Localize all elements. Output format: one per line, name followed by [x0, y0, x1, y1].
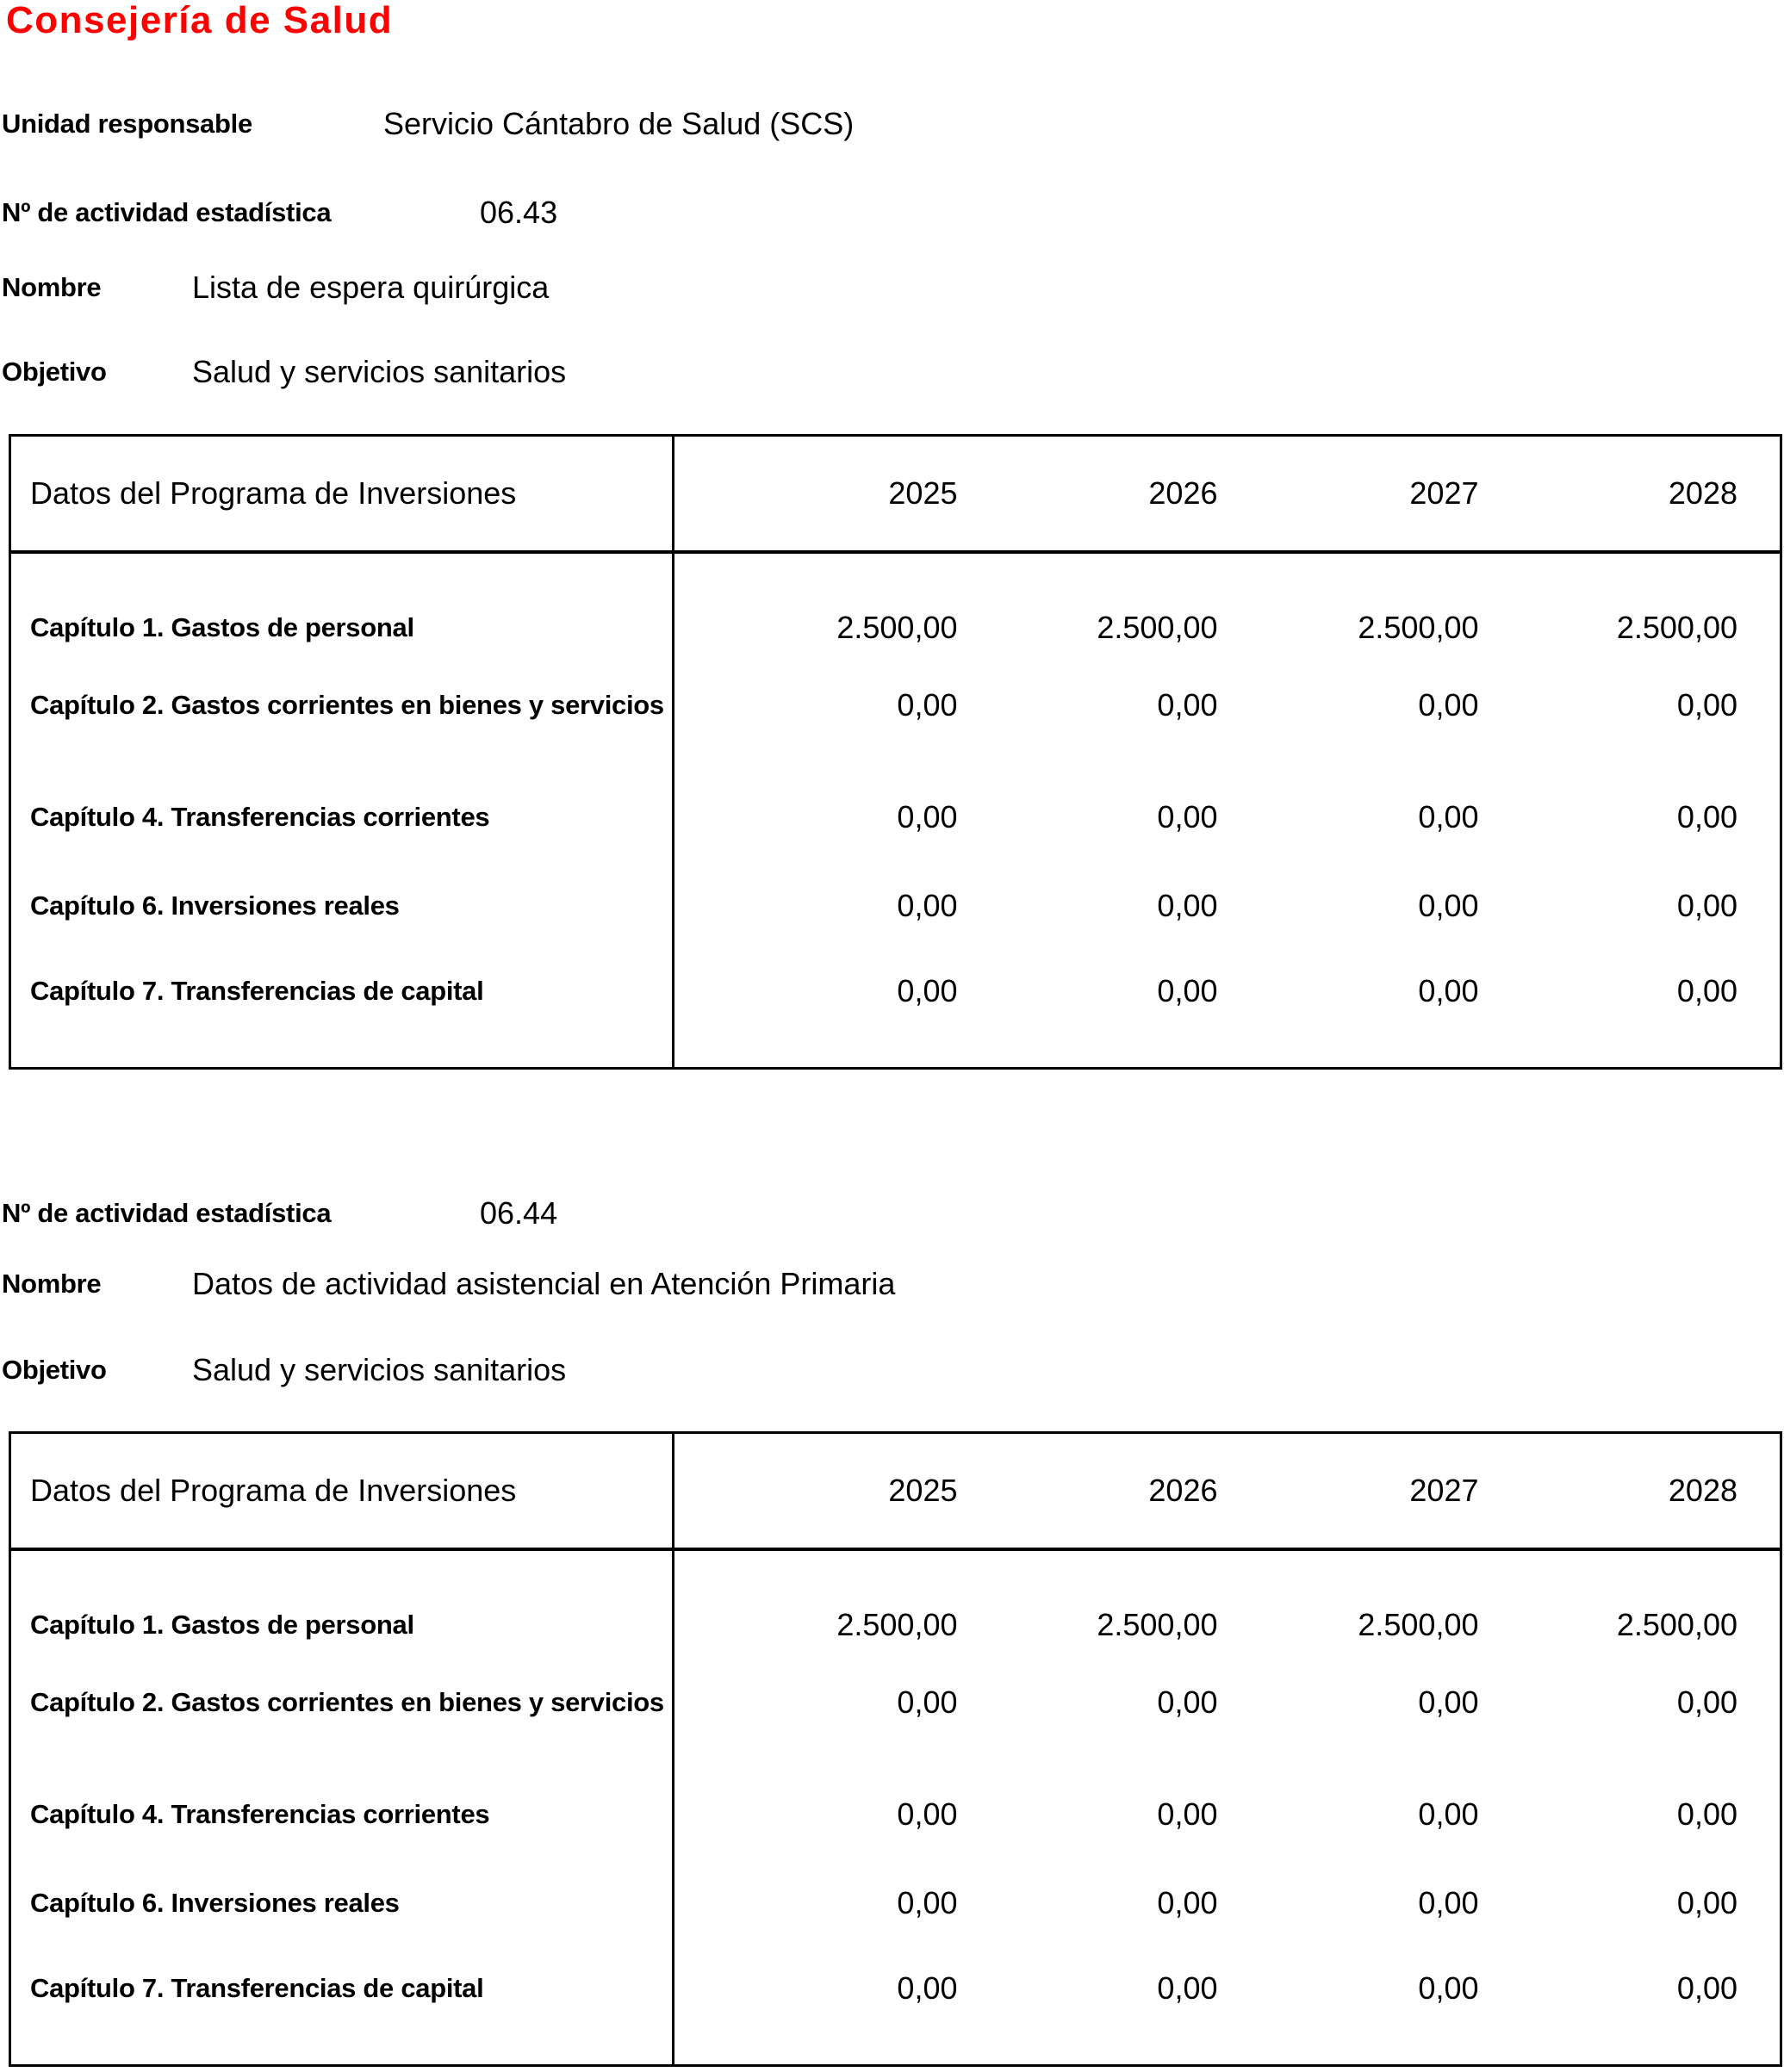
activity-objective-value: Salud y servicios sanitarios [192, 1352, 567, 1387]
page-title: Consejería de Salud [6, 0, 394, 41]
table-header-row: Datos del Programa de Inversiones 2025 2… [9, 1432, 1781, 1551]
row-value: 2.500,00 [1616, 609, 1737, 645]
row-value: 0,00 [1157, 1796, 1218, 1832]
year-column-header: 2026 [999, 1432, 1260, 1551]
row-label: Capítulo 2. Gastos corrientes en bienes … [9, 1663, 674, 1776]
activity-objective-row: Objetivo Salud y servicios sanitarios [0, 355, 1784, 389]
row-value: 2.500,00 [836, 609, 958, 645]
table-header-title: Datos del Programa de Inversiones [9, 435, 674, 554]
row-value: 0,00 [897, 686, 958, 723]
row-value: 0,00 [1418, 798, 1479, 834]
activity-number-row: Nº de actividad estadística 06.43 [0, 195, 1784, 230]
investment-program-table: Datos del Programa de Inversiones 2025 2… [9, 434, 1782, 1070]
year-column-header: 2026 [999, 435, 1260, 554]
activity-number-value: 06.43 [480, 195, 558, 230]
row-label: Capítulo 2. Gastos corrientes en bienes … [9, 666, 674, 779]
row-value: 2.500,00 [1097, 609, 1218, 645]
table-row: Capítulo 1. Gastos de personal 2.500,00 … [9, 551, 1781, 667]
row-value: 2.500,00 [1616, 1606, 1737, 1642]
row-value: 0,00 [1676, 798, 1737, 834]
row-value: 0,00 [1157, 1684, 1218, 1720]
table-row: Capítulo 7. Transferencias de capital 0,… [9, 1947, 1781, 2066]
activity-name-value: Datos de actividad asistencial en Atenci… [192, 1266, 896, 1301]
row-value: 0,00 [1157, 798, 1218, 834]
table-row: Capítulo 1. Gastos de personal 2.500,00 … [9, 1548, 1781, 1664]
year-column-header: 2025 [673, 1432, 1000, 1551]
table-row: Capítulo 6. Inversiones reales 0,00 0,00… [9, 864, 1781, 951]
row-value: 0,00 [1676, 1970, 1737, 2006]
row-value: 0,00 [1676, 887, 1737, 923]
row-value: 2.500,00 [836, 1606, 958, 1642]
row-value: 0,00 [1418, 1884, 1479, 1920]
activity-number-label: Nº de actividad estadística [2, 197, 332, 227]
row-value: 0,00 [1676, 1796, 1737, 1832]
row-value: 0,00 [1157, 972, 1218, 1008]
responsible-unit-label: Unidad responsable [2, 109, 252, 139]
activity-name-label: Nombre [2, 1269, 102, 1299]
row-value: 2.500,00 [1358, 1606, 1479, 1642]
row-value: 0,00 [1418, 1684, 1479, 1720]
row-label: Capítulo 7. Transferencias de capital [9, 950, 674, 1069]
row-label: Capítulo 6. Inversiones reales [9, 864, 674, 951]
row-value: 0,00 [1418, 887, 1479, 923]
row-value: 0,00 [897, 887, 958, 923]
row-value: 0,00 [897, 1884, 958, 1920]
row-value: 0,00 [1157, 686, 1218, 723]
table-row: Capítulo 2. Gastos corrientes en bienes … [9, 1663, 1781, 1776]
row-label: Capítulo 4. Transferencias corrientes [9, 778, 674, 865]
row-value: 0,00 [1157, 1970, 1218, 2006]
responsible-unit-value: Servicio Cántabro de Salud (SCS) [383, 106, 855, 141]
table-row: Capítulo 7. Transferencias de capital 0,… [9, 950, 1781, 1069]
activity-objective-value: Salud y servicios sanitarios [192, 354, 567, 389]
row-value: 0,00 [1676, 972, 1737, 1008]
row-value: 0,00 [897, 1684, 958, 1720]
table-row: Capítulo 2. Gastos corrientes en bienes … [9, 666, 1781, 779]
activity-name-row: Nombre Lista de espera quirúrgica [0, 270, 1784, 305]
row-value: 2.500,00 [1358, 609, 1479, 645]
year-column-header: 2028 [1520, 1432, 1781, 1551]
activity-name-value: Lista de espera quirúrgica [192, 270, 550, 305]
row-value: 0,00 [1418, 972, 1479, 1008]
row-value: 0,00 [1418, 1970, 1479, 2006]
table-header-title: Datos del Programa de Inversiones [9, 1432, 674, 1551]
activity-name-row: Nombre Datos de actividad asistencial en… [0, 1267, 1784, 1301]
row-label: Capítulo 1. Gastos de personal [9, 1548, 674, 1664]
year-column-header: 2028 [1520, 435, 1781, 554]
row-value: 0,00 [1676, 686, 1737, 723]
row-value: 0,00 [1157, 887, 1218, 923]
row-value: 2.500,00 [1097, 1606, 1218, 1642]
row-value: 0,00 [1418, 1796, 1479, 1832]
row-value: 0,00 [897, 798, 958, 834]
row-value: 0,00 [897, 972, 958, 1008]
activity-number-label: Nº de actividad estadística [2, 1198, 332, 1228]
activity-number-value: 06.44 [480, 1195, 558, 1231]
row-value: 0,00 [897, 1970, 958, 2006]
table-row: Capítulo 6. Inversiones reales 0,00 0,00… [9, 1861, 1781, 1948]
row-value: 0,00 [1157, 1884, 1218, 1920]
row-label: Capítulo 6. Inversiones reales [9, 1861, 674, 1948]
table-header-row: Datos del Programa de Inversiones 2025 2… [9, 435, 1781, 554]
row-value: 0,00 [1676, 1684, 1737, 1720]
activity-objective-label: Objetivo [2, 1355, 107, 1385]
activity-objective-label: Objetivo [2, 357, 107, 387]
activity-name-label: Nombre [2, 272, 102, 302]
table-row: Capítulo 4. Transferencias corrientes 0,… [9, 778, 1781, 865]
row-value: 0,00 [1418, 686, 1479, 723]
year-column-header: 2027 [1259, 1432, 1521, 1551]
year-column-header: 2025 [673, 435, 1000, 554]
row-value: 0,00 [897, 1796, 958, 1832]
table-row: Capítulo 4. Transferencias corrientes 0,… [9, 1775, 1781, 1862]
activity-objective-row: Objetivo Salud y servicios sanitarios [0, 1353, 1784, 1387]
responsible-unit-row: Unidad responsable Servicio Cántabro de … [0, 107, 1784, 141]
investment-program-table: Datos del Programa de Inversiones 2025 2… [9, 1431, 1782, 2067]
year-column-header: 2027 [1259, 435, 1521, 554]
row-label: Capítulo 4. Transferencias corrientes [9, 1775, 674, 1862]
activity-number-row: Nº de actividad estadística 06.44 [0, 1196, 1784, 1231]
row-value: 0,00 [1676, 1884, 1737, 1920]
row-label: Capítulo 1. Gastos de personal [9, 551, 674, 667]
row-label: Capítulo 7. Transferencias de capital [9, 1947, 674, 2066]
